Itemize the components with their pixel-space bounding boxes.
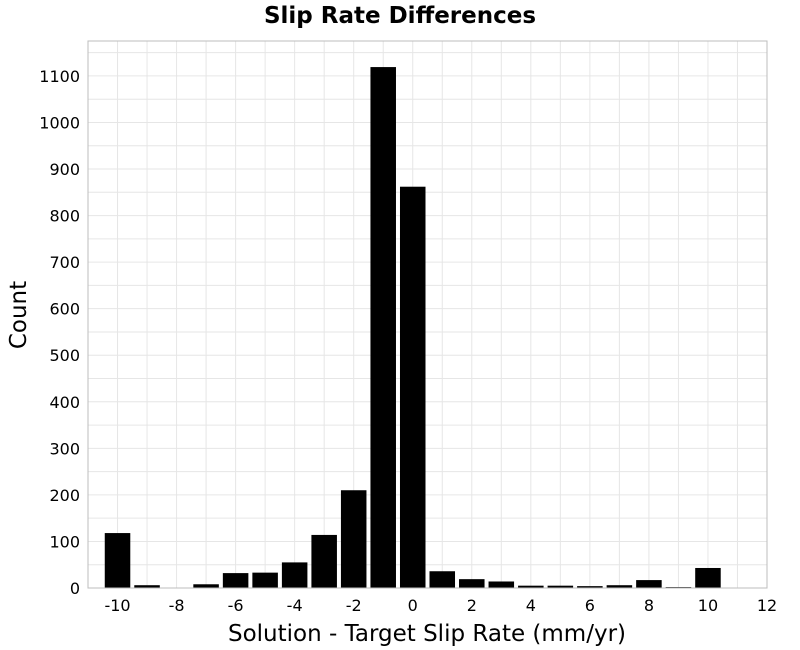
histogram-bar <box>459 579 485 588</box>
histogram-bar <box>193 584 219 588</box>
histogram-bar <box>429 571 456 588</box>
x-tick-label: 6 <box>585 596 595 615</box>
x-tick-labels: -10 -8 -6 -4 -2 0 2 4 6 8 10 12 <box>104 596 777 615</box>
y-tick-label: 700 <box>49 253 80 272</box>
y-tick-label: 600 <box>49 300 80 319</box>
y-tick-label: 300 <box>49 439 80 458</box>
histogram-bar <box>695 567 721 588</box>
x-tick-label: 12 <box>757 596 777 615</box>
x-tick-label: 2 <box>467 596 477 615</box>
histogram-bar <box>252 572 278 588</box>
y-tick-label: 1100 <box>39 67 80 86</box>
x-tick-label: -2 <box>346 596 362 615</box>
x-tick-label: 4 <box>526 596 536 615</box>
histogram-bar <box>518 585 544 588</box>
x-tick-label: -8 <box>169 596 185 615</box>
y-tick-label: 200 <box>49 486 80 505</box>
y-tick-label: 500 <box>49 346 80 365</box>
y-tick-label: 0 <box>70 579 80 598</box>
x-axis-label: Solution - Target Slip Rate (mm/yr) <box>228 621 626 647</box>
y-tick-label: 900 <box>49 160 80 179</box>
histogram-bar <box>606 585 633 588</box>
y-tick-label: 1000 <box>39 113 80 132</box>
plot-frame <box>87 40 768 589</box>
x-tick-label: 0 <box>408 596 418 615</box>
histogram-bar <box>399 186 426 588</box>
x-tick-label: 10 <box>698 596 718 615</box>
histogram-bar <box>134 585 160 588</box>
x-tick-label: -4 <box>287 596 303 615</box>
y-tick-label: 100 <box>49 532 80 551</box>
x-tick-label: -10 <box>104 596 130 615</box>
histogram-bar <box>636 580 662 588</box>
histogram-bar <box>222 573 249 588</box>
histogram-bar <box>311 534 337 588</box>
bars <box>104 67 721 589</box>
x-tick-label: -6 <box>228 596 244 615</box>
x-tick-label: 8 <box>644 596 654 615</box>
histogram-bar <box>547 585 574 588</box>
grid-lines <box>87 41 768 588</box>
y-axis-label: Count <box>6 281 32 349</box>
chart-title: Slip Rate Differences <box>264 3 536 29</box>
histogram-bar <box>340 490 367 588</box>
histogram-bar <box>577 586 603 588</box>
histogram-bar <box>104 533 131 588</box>
y-tick-label: 400 <box>49 393 80 412</box>
y-tick-labels: 0 100 200 300 400 500 600 700 800 900 1000 1100 <box>39 67 80 598</box>
histogram-bar <box>370 67 396 589</box>
histogram-bar <box>281 562 308 588</box>
y-tick-label: 800 <box>49 207 80 226</box>
histogram-bar <box>488 581 515 588</box>
